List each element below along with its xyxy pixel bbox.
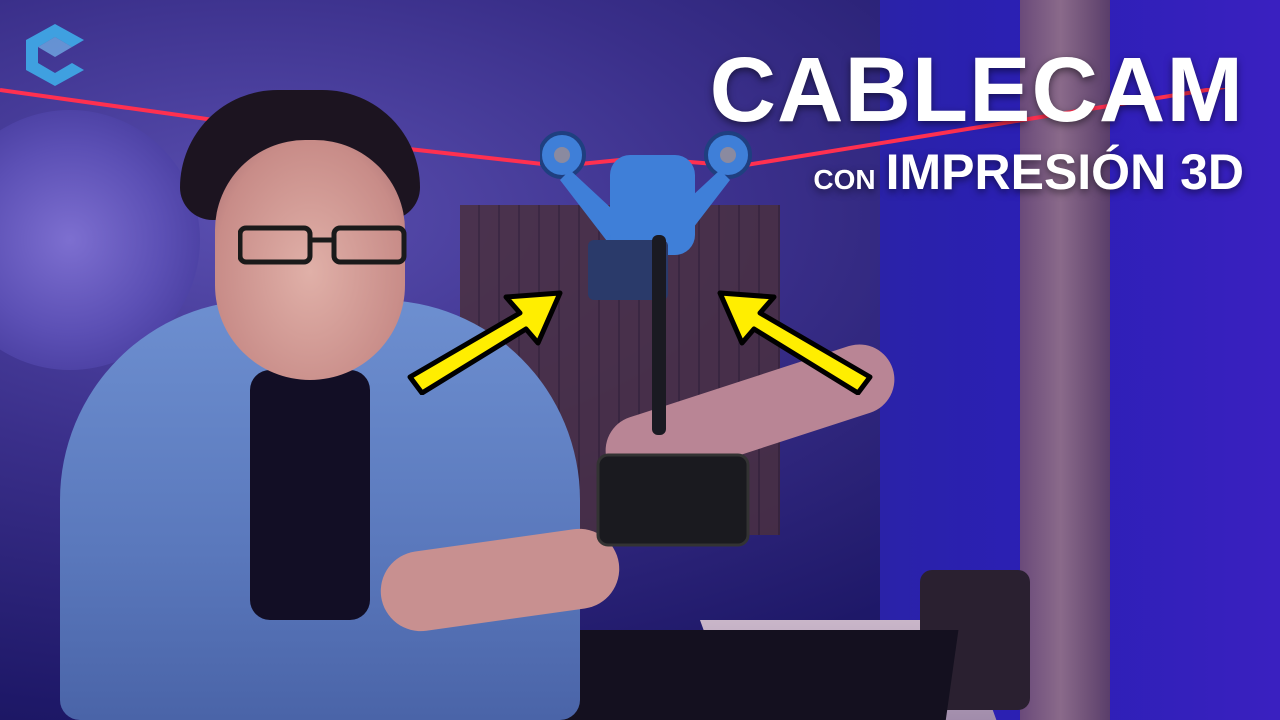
title-connector: CON: [813, 164, 876, 195]
arrow-right-pointer: [717, 290, 873, 395]
title-main: CABLECAM: [709, 39, 1244, 141]
glasses: [238, 225, 407, 265]
person-shirt: [250, 370, 370, 620]
title-sub-line: CON IMPRESIÓN 3D: [710, 142, 1244, 215]
arrow-left-pointer: [407, 290, 563, 395]
thumbnail-title: CABLECAM CON IMPRESIÓN 3D: [710, 42, 1244, 215]
cablecam-rig: [540, 131, 752, 547]
title-sub: IMPRESIÓN 3D: [885, 144, 1244, 200]
c-logo-icon: [26, 24, 84, 86]
